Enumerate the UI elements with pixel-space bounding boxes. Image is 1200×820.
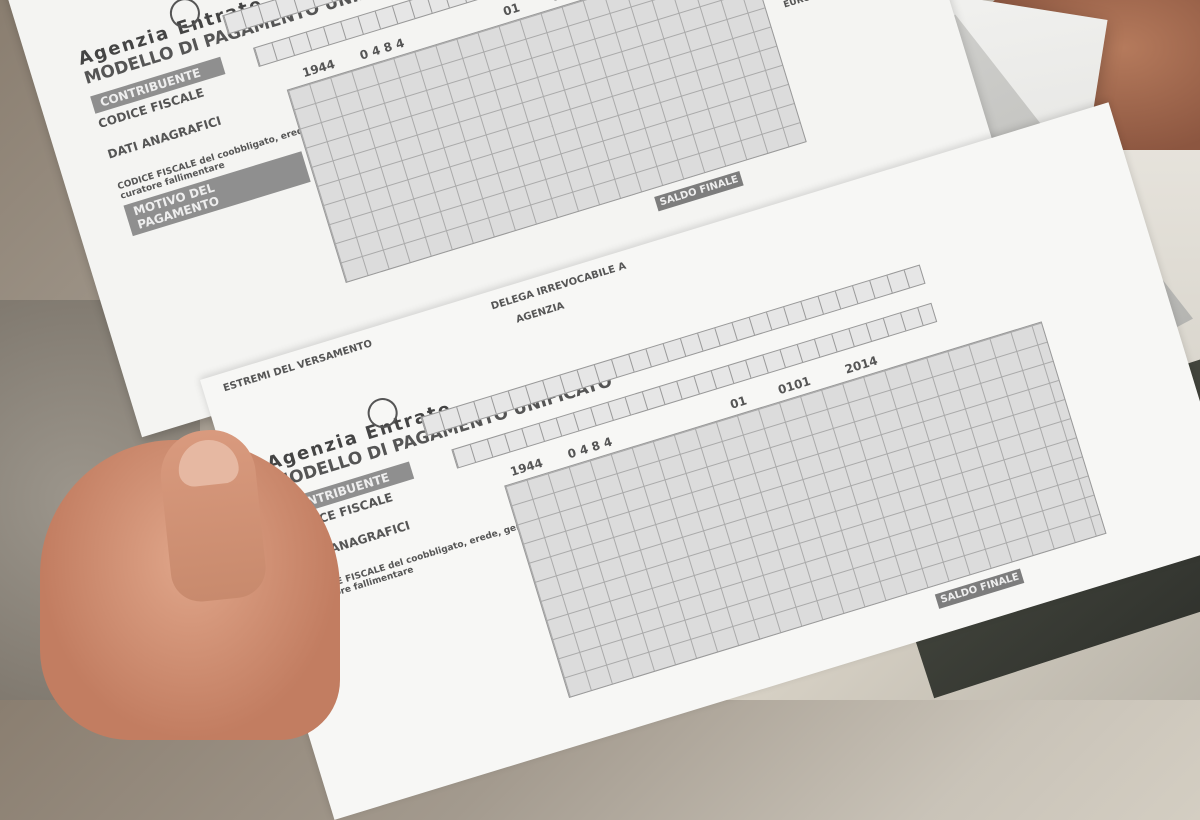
label-agenzia: AGENZIA [514,300,566,326]
value-3: 01 [728,393,749,412]
value-3: 01 [501,0,522,19]
euro-label: EURO [782,0,813,11]
